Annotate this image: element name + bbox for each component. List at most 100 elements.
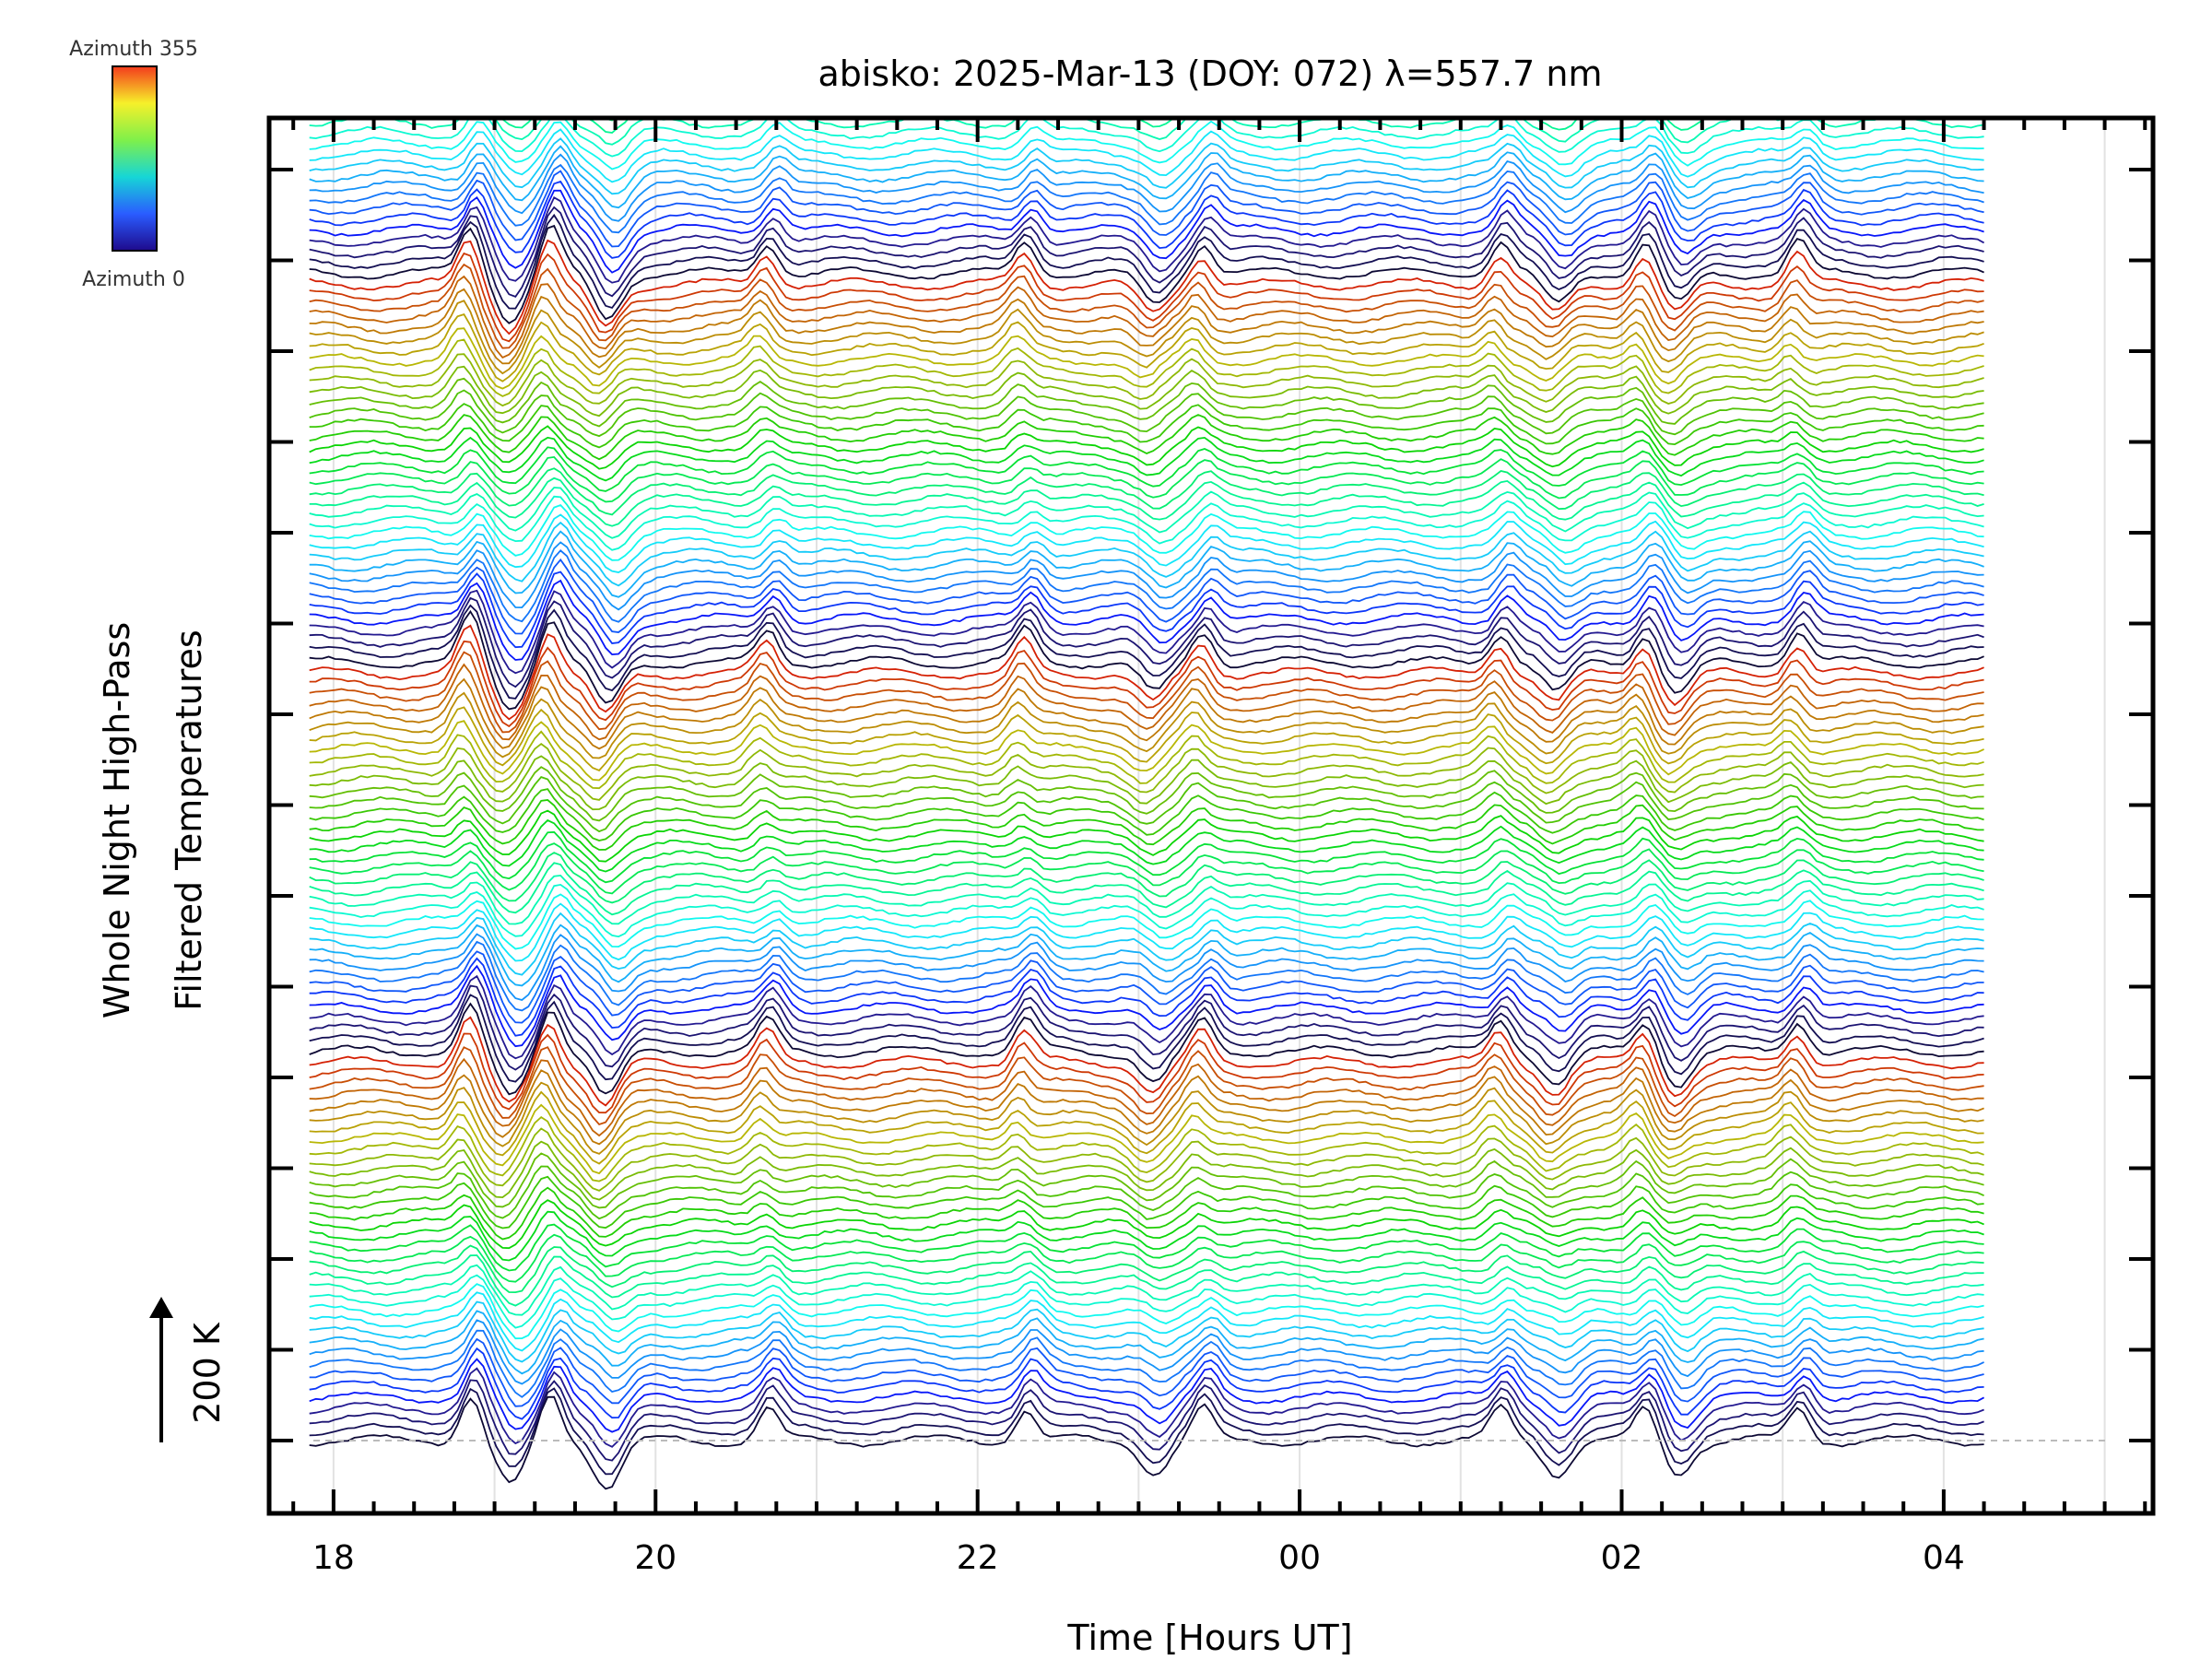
temperature-trace xyxy=(309,883,1984,938)
temperature-trace xyxy=(309,128,1984,183)
temperature-trace xyxy=(309,596,1984,688)
temperature-trace xyxy=(309,1152,1984,1209)
temperature-trace xyxy=(309,1127,1984,1192)
temperature-trace xyxy=(309,1115,1984,1182)
colorbar-gradient xyxy=(112,65,158,252)
temperature-trace xyxy=(309,1016,1984,1107)
temperature-trace xyxy=(309,503,1984,561)
temperature-trace xyxy=(309,338,1984,397)
temperature-trace xyxy=(309,1244,1984,1294)
temperature-trace xyxy=(309,425,1984,470)
temperature-trace xyxy=(309,1140,1984,1201)
temperature-trace xyxy=(309,706,1984,771)
temperature-trace xyxy=(309,239,1984,335)
temperature-trace xyxy=(309,677,1984,750)
temperature-trace xyxy=(309,842,1984,895)
temperature-trace xyxy=(309,604,1984,700)
temperature-trace xyxy=(309,118,1984,146)
temperature-trace xyxy=(309,263,1984,349)
temperature-trace xyxy=(309,742,1984,801)
colorbar: Azimuth 355 Azimuth 0 xyxy=(69,38,198,291)
temperature-trace xyxy=(309,691,1984,759)
temperature-trace xyxy=(309,495,1984,551)
temperature-trace xyxy=(309,1347,1984,1420)
temperature-trace xyxy=(310,0,1984,38)
temperature-trace xyxy=(309,974,1984,1060)
temperature-trace xyxy=(309,118,1984,158)
temperature-trace xyxy=(309,624,1984,721)
temperature-trace xyxy=(309,1358,1985,1433)
temperature-trace xyxy=(309,579,1984,661)
temperature-trace xyxy=(309,189,1984,274)
temperature-trace xyxy=(309,521,1984,587)
temperature-trace xyxy=(309,365,1984,418)
temperature-trace xyxy=(309,252,1984,343)
temperature-trace xyxy=(309,1165,1984,1220)
temperature-trace xyxy=(309,541,1984,611)
temperature-trace xyxy=(309,180,1984,259)
temperature-trace xyxy=(309,1057,1984,1137)
scale-label: 200 K xyxy=(187,1322,228,1424)
scale-arrow-head xyxy=(149,1297,173,1318)
temperature-trace xyxy=(309,513,1984,573)
temperature-trace xyxy=(309,651,1984,734)
x-tick-label: 20 xyxy=(634,1539,677,1577)
temperature-trace xyxy=(309,288,1984,365)
temperature-trace xyxy=(309,818,1984,873)
temperature-trace xyxy=(309,300,1984,375)
temperature-trace xyxy=(309,549,1984,623)
temperature-trace xyxy=(309,1291,1984,1352)
temperature-trace xyxy=(309,609,1984,711)
temperature-trace xyxy=(309,1264,1984,1316)
x-axis-label: Time [Hours UT] xyxy=(1066,1618,1352,1658)
temperature-trace xyxy=(309,436,1984,482)
temperature-trace xyxy=(309,224,1984,324)
temperature-trace xyxy=(309,389,1984,438)
temperature-trace xyxy=(309,145,1984,209)
temperature-trace xyxy=(310,0,1984,48)
temperature-trace xyxy=(309,964,1984,1048)
temperature-trace xyxy=(309,862,1984,916)
temperature-trace xyxy=(309,984,1984,1071)
temperature-trace xyxy=(309,571,1984,649)
temperature-trace xyxy=(309,1032,1984,1114)
y-axis-label-line-2: Filtered Temperatures xyxy=(169,629,209,1010)
temperature-trace xyxy=(309,170,1984,248)
temperature-trace xyxy=(309,809,1984,863)
temperature-trace xyxy=(309,530,1984,598)
temperature-trace xyxy=(309,912,1984,976)
temperature-trace xyxy=(309,924,1984,987)
temperature-trace xyxy=(309,766,1984,822)
temperature-trace xyxy=(309,933,1984,1001)
temperature-trace xyxy=(309,755,1984,811)
temperature-trace xyxy=(309,1310,1984,1375)
colorbar-bottom-label: Azimuth 0 xyxy=(82,268,185,291)
temperature-trace xyxy=(309,153,1984,222)
temperature-trace xyxy=(309,414,1984,461)
temperature-trace xyxy=(309,1210,1984,1262)
temperature-trace xyxy=(309,1103,1984,1175)
temperature-trace xyxy=(309,720,1984,782)
x-tick-label: 00 xyxy=(1278,1539,1321,1577)
x-tick-labels: 18 20 22 00 02 04 xyxy=(312,1539,1965,1577)
temperature-trace xyxy=(309,902,1984,962)
colorbar-top-label: Azimuth 355 xyxy=(69,38,198,61)
temperature-trace xyxy=(309,1329,1984,1398)
temperature-trace xyxy=(309,120,1984,171)
temperature-trace xyxy=(309,467,1984,516)
temperature-trace xyxy=(309,957,1984,1037)
temperature-trace xyxy=(310,0,1984,30)
plot-frame xyxy=(266,115,2156,1516)
x-tick-label: 02 xyxy=(1601,1539,1643,1577)
temperature-trace xyxy=(309,213,1984,310)
temperature-trace xyxy=(309,1395,1984,1490)
temperature-trace xyxy=(309,730,1984,790)
temperature-trace xyxy=(309,455,1984,503)
temperature-trace xyxy=(309,994,1984,1083)
temperature-trace xyxy=(309,558,1984,635)
temperature-trace xyxy=(309,1319,1984,1385)
temperature-trace xyxy=(309,1002,1984,1096)
temperature-traces xyxy=(309,0,1985,1490)
temperature-trace xyxy=(309,1367,1984,1448)
